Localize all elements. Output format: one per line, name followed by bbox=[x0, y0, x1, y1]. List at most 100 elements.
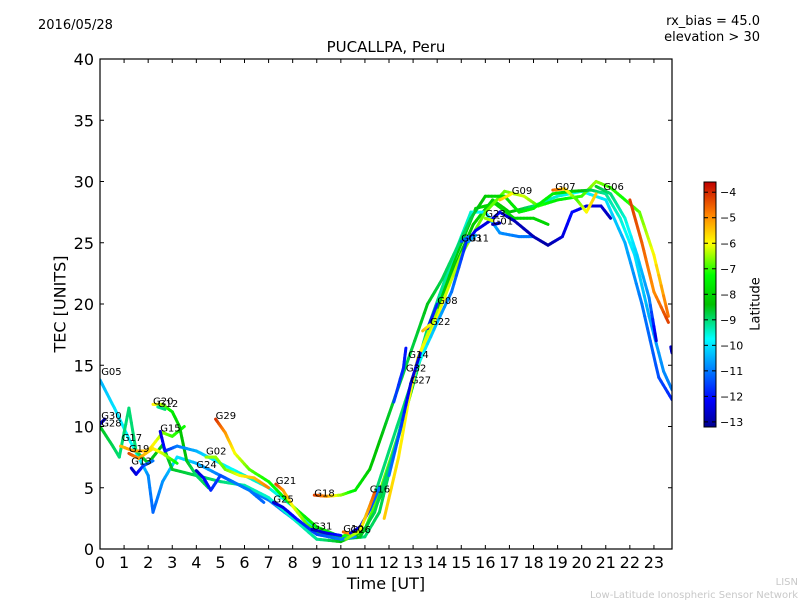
x-tick-label: 3 bbox=[167, 553, 177, 572]
x-tick-label: 1 bbox=[119, 553, 129, 572]
x-tick-label: 12 bbox=[379, 553, 399, 572]
y-tick-label: 5 bbox=[84, 479, 94, 498]
series-segment bbox=[396, 457, 398, 467]
satellite-label: G06 bbox=[603, 182, 623, 193]
x-tick-label: 11 bbox=[355, 553, 375, 572]
x-tick-label: 20 bbox=[572, 553, 592, 572]
satellite-label: G15 bbox=[160, 423, 180, 434]
satellite-label: G24 bbox=[196, 460, 216, 471]
satellite-label: G13 bbox=[131, 457, 151, 468]
colorbar-tick-label: −9 bbox=[720, 314, 736, 327]
satellite-label: G09 bbox=[512, 186, 532, 197]
series-segment bbox=[636, 284, 639, 294]
satellite-label: G26 bbox=[351, 525, 371, 536]
satellite-label: G11 bbox=[469, 234, 489, 245]
series-segment bbox=[628, 253, 631, 263]
series-segment bbox=[666, 317, 668, 322]
series-segment bbox=[175, 462, 177, 464]
x-tick-label: 7 bbox=[263, 553, 273, 572]
colorbar-tick-label: −6 bbox=[720, 237, 736, 250]
series-segment bbox=[654, 255, 656, 265]
y-tick-label: 40 bbox=[74, 50, 94, 69]
x-tick-label: 13 bbox=[403, 553, 423, 572]
x-tick-label: 23 bbox=[644, 553, 664, 572]
series-segment bbox=[639, 294, 642, 304]
satellite-label: G16 bbox=[370, 485, 390, 496]
x-tick-label: 8 bbox=[288, 553, 298, 572]
x-tick-label: 9 bbox=[312, 553, 322, 572]
x-tick-label: 19 bbox=[547, 553, 567, 572]
satellite-label: G18 bbox=[314, 488, 334, 499]
colorbar-tick-label: −7 bbox=[720, 263, 736, 276]
colorbar-tick-label: −8 bbox=[720, 288, 736, 301]
satellite-label: G17 bbox=[122, 433, 142, 444]
series-segment bbox=[384, 508, 386, 518]
y-tick-label: 35 bbox=[74, 111, 94, 130]
satellite-label: G01 bbox=[493, 216, 513, 227]
x-tick-label: 0 bbox=[95, 553, 105, 572]
series-segment bbox=[648, 329, 651, 341]
y-tick-label: 30 bbox=[74, 173, 94, 192]
satellite-label: G32 bbox=[406, 363, 426, 374]
series-segment bbox=[655, 334, 656, 341]
x-tick-label: 5 bbox=[215, 553, 225, 572]
y-tick-label: 10 bbox=[74, 418, 94, 437]
satellite-label: G08 bbox=[437, 296, 457, 307]
series-segment bbox=[664, 296, 666, 306]
y-tick-label: 20 bbox=[74, 295, 94, 314]
series-segment bbox=[642, 304, 645, 316]
series-segment bbox=[546, 223, 548, 224]
series-segment bbox=[266, 486, 268, 488]
colorbar-tick-label: −4 bbox=[720, 186, 736, 199]
x-tick-label: 6 bbox=[239, 553, 249, 572]
satellite-label: G19 bbox=[129, 444, 149, 455]
series-segment bbox=[261, 500, 263, 502]
satellite-label: G28 bbox=[101, 419, 121, 430]
series-G18 bbox=[314, 190, 672, 496]
series-segment bbox=[394, 467, 396, 477]
x-tick-label: 2 bbox=[143, 553, 153, 572]
y-tick-label: 0 bbox=[84, 540, 94, 559]
series-segment bbox=[634, 273, 637, 283]
x-tick-label: 22 bbox=[620, 553, 640, 572]
series-segment bbox=[182, 427, 184, 429]
satellite-label: G07 bbox=[555, 182, 575, 193]
series-G15 bbox=[160, 212, 533, 539]
x-tick-label: 17 bbox=[499, 553, 519, 572]
x-tick-label: 10 bbox=[331, 553, 351, 572]
series-segment bbox=[609, 216, 611, 218]
y-tick-label: 15 bbox=[74, 356, 94, 375]
x-tick-label: 15 bbox=[451, 553, 471, 572]
series-segment bbox=[650, 341, 653, 353]
series-segment bbox=[656, 265, 659, 275]
y-tick-label: 25 bbox=[74, 234, 94, 253]
satellite-labels: G05G30G28G17G19G13G20G12G15G29G02G24G21G… bbox=[101, 182, 624, 536]
series-segment bbox=[631, 263, 634, 273]
x-tick-label: 14 bbox=[427, 553, 447, 572]
series-segment bbox=[595, 194, 597, 197]
satellite-label: G14 bbox=[408, 350, 428, 361]
series-segment bbox=[640, 275, 642, 285]
series-segment bbox=[391, 478, 393, 488]
colorbar-tick-label: −11 bbox=[720, 365, 743, 378]
satellite-label: G31 bbox=[312, 521, 332, 532]
colorbar bbox=[704, 182, 716, 427]
series-segment bbox=[387, 498, 389, 508]
colorbar-tick-label: −5 bbox=[720, 212, 736, 225]
colorbar-tick-label: −10 bbox=[720, 339, 743, 352]
series-segment bbox=[644, 296, 646, 306]
satellite-label: G27 bbox=[411, 376, 431, 387]
x-tick-label: 4 bbox=[191, 553, 201, 572]
series-segment bbox=[659, 275, 661, 285]
satellite-label: G12 bbox=[158, 399, 178, 410]
series-segment bbox=[656, 365, 659, 377]
x-tick-label: 16 bbox=[475, 553, 495, 572]
series-segment bbox=[653, 353, 656, 365]
satellite-label: G22 bbox=[430, 317, 450, 328]
satellite-label: G05 bbox=[101, 367, 121, 378]
colorbar-tick-label: −12 bbox=[720, 390, 743, 403]
series-segment bbox=[647, 306, 649, 316]
series-segment bbox=[642, 286, 644, 296]
x-tick-label: 18 bbox=[523, 553, 543, 572]
